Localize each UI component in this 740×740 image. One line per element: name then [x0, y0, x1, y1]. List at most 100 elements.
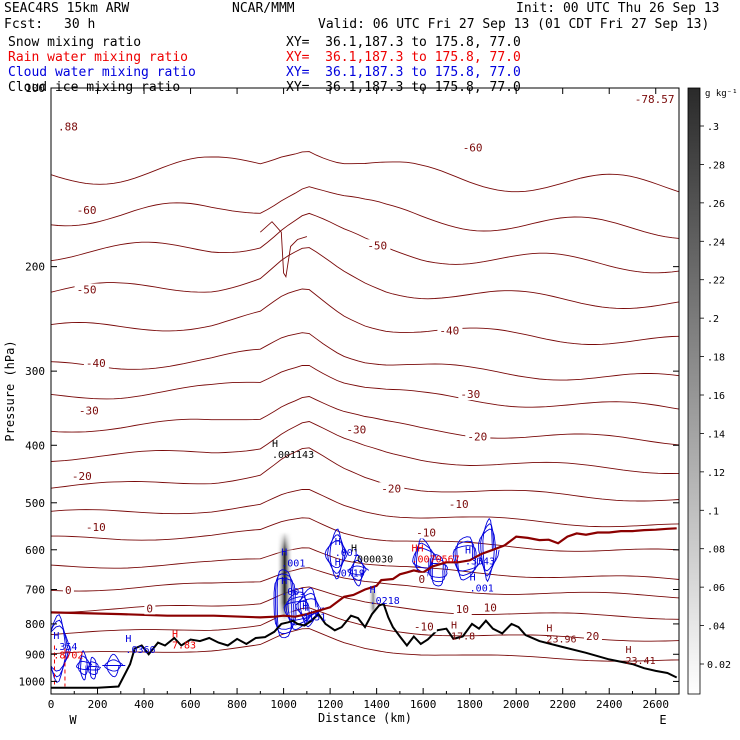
x-tick-label: 2200: [549, 698, 576, 711]
cloud-water-contour: [295, 598, 324, 617]
extremum-mark: H: [370, 585, 376, 596]
cloud-water-contour: [430, 558, 446, 583]
isotherm-label-bg: [83, 521, 109, 534]
x-tick-label: 200: [88, 698, 108, 711]
cloud-water-contour: [51, 619, 70, 678]
field-rain-xy: XY= 36.1,187.3 to 175.8, 77.0: [286, 50, 521, 65]
isotherm-label: 0: [146, 602, 153, 615]
y-tick-label: 100: [25, 82, 45, 95]
isotherm-label: -40: [439, 324, 459, 337]
freezing-level-line: [51, 527, 677, 619]
cloud-water-contour: [327, 534, 346, 574]
colorbar-tick-label: .28: [707, 160, 725, 171]
x-tick-label: 1200: [317, 698, 344, 711]
isotherm-line: [51, 212, 679, 274]
isotherm-label: -20: [72, 470, 92, 483]
cloud-water-contour: [86, 665, 101, 671]
cloud-water-contour: [349, 559, 367, 581]
extremum-mark: H: [546, 624, 552, 635]
isotherm-line: [259, 221, 308, 278]
isotherm-line: [51, 488, 679, 528]
snow-column-fade: [368, 585, 379, 615]
colorbar-tick-label: .22: [707, 276, 725, 287]
extremum-value: 4151: [302, 613, 326, 624]
isotherm-label: -40: [86, 357, 106, 370]
isotherm-label-bg: [344, 423, 370, 436]
isotherm-label: 10: [456, 603, 469, 616]
colorbar-tick-label: .3: [707, 122, 719, 133]
field-cloudwater-xy: XY= 36.1,187.3 to 175.8, 77.0: [286, 65, 521, 80]
x-tick-label: 0: [48, 698, 55, 711]
isotherm-line: [51, 288, 679, 345]
isotherm-label: -30: [79, 405, 99, 418]
extremum-mark: H: [465, 545, 471, 556]
x-tick-label: 2000: [503, 698, 530, 711]
extremum-mark: H: [351, 543, 357, 554]
y-tick-label: 700: [25, 584, 45, 597]
extremum-value: .354: [53, 642, 77, 653]
isotherm-label-bg: [437, 324, 463, 337]
extremum-mark: H: [272, 439, 278, 450]
isotherm-label-bg: [465, 430, 491, 443]
y-tick-label: 300: [25, 365, 45, 378]
isotherm-label-bg: [74, 283, 100, 296]
extremum-mark: H: [53, 631, 59, 642]
isotherm-line: [51, 396, 679, 446]
isotherm-label: -30: [460, 388, 480, 401]
colorbar-tick-label: .1: [707, 506, 719, 517]
y-tick-label: 400: [25, 439, 45, 452]
extremum-value: .0070567: [412, 554, 460, 565]
cloud-water-contour: [78, 655, 90, 676]
x-tick-label: 800: [227, 698, 247, 711]
freezing-level: [51, 527, 677, 619]
isotherm-label: 10: [484, 601, 497, 614]
x-tick-label: 1000: [270, 698, 297, 711]
isotherm-label: -60: [77, 204, 97, 217]
cloud-water-contour: [478, 528, 500, 572]
cloud-water-contour: [480, 523, 498, 577]
isotherm-line: [51, 628, 679, 662]
colorbar-unit: g kg⁻¹: [705, 89, 738, 99]
y-tick-label: 900: [25, 648, 45, 661]
extremum-mark: H: [125, 634, 131, 645]
extremum-value: 23.41: [626, 656, 656, 667]
cloud-water-contour: [276, 569, 293, 639]
extremum-value: .8702: [53, 651, 83, 662]
y-axis-label: Pressure (hPa): [3, 340, 17, 441]
cloud-water-contour: [431, 554, 444, 587]
isotherm-label: -10: [449, 498, 469, 511]
isotherm-label-bg: [365, 239, 391, 252]
cloud-water-contour: [51, 625, 72, 672]
x-axis-label: Distance (km): [318, 711, 412, 725]
isotherm-line: [51, 517, 679, 552]
colorbar-tick-label: .24: [707, 237, 725, 248]
cloud-water-contour: [80, 650, 88, 681]
isotherm-label-bg: [76, 404, 102, 417]
extrema-labels: H.001143H.001H.001H4151H.001H.000030H.07…: [53, 439, 655, 667]
colorbar-bar: [687, 87, 701, 695]
cloud-water-contour: [283, 600, 315, 621]
colorbar-tick-label: .12: [707, 468, 725, 479]
extremum-mark: H: [451, 621, 457, 632]
colorbar-tick-label: .04: [707, 622, 725, 633]
isotherm-line: [51, 332, 679, 381]
model-title: SEAC4RS 15km ARW: [4, 1, 130, 16]
cloud-water-contour: [454, 540, 478, 576]
isotherm-label: 20: [586, 630, 599, 643]
isotherm-label-bg: [74, 203, 100, 216]
y-tick-label: 200: [25, 261, 45, 274]
corner-value: -78.57: [635, 93, 675, 106]
isotherm-label-bg: [446, 497, 472, 510]
extremum-value: .000030: [351, 554, 393, 565]
isotherm-label: -20: [467, 431, 487, 444]
cloud-water-contour: [347, 565, 370, 576]
colorbar-tick-label: .2: [707, 314, 719, 325]
field-rain-name: Rain water mixing ratio: [8, 50, 189, 65]
cloud-water-contour: [324, 540, 348, 569]
cloud-water-contour: [329, 528, 344, 580]
isotherm-label-bg: [144, 602, 156, 615]
extremum-mark: H: [281, 547, 287, 558]
isotherm-label: -30: [346, 423, 366, 436]
cloud-water-contour: [299, 587, 320, 628]
isotherm-line: [51, 421, 679, 474]
